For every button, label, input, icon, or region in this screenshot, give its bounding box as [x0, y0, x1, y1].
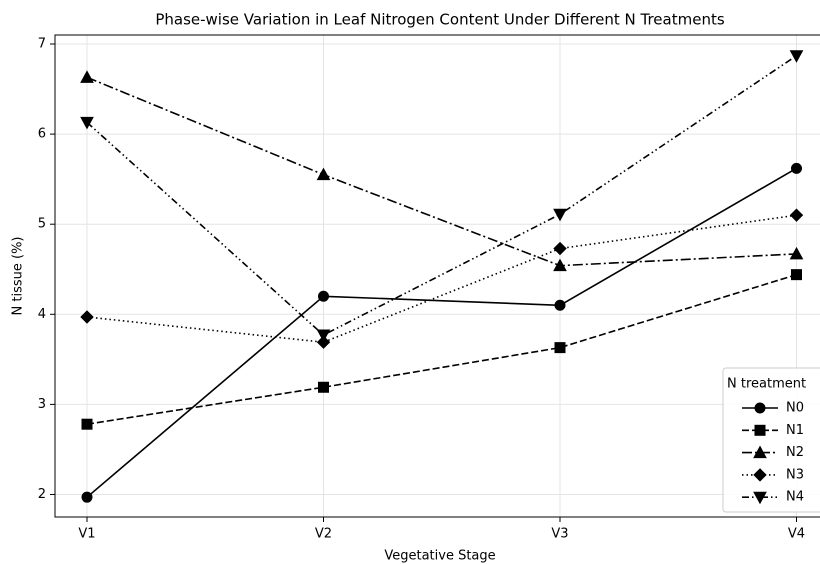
legend-title: N treatment [727, 377, 806, 392]
marker [316, 167, 331, 181]
marker [753, 491, 767, 505]
legend-label: N0 [786, 401, 804, 416]
marker [81, 418, 93, 430]
marker [316, 335, 331, 349]
marker [789, 208, 804, 222]
marker [753, 445, 767, 459]
y-tick-label: 6 [38, 127, 46, 142]
marker [318, 381, 329, 393]
x-tick-label: V4 [788, 527, 805, 542]
marker [318, 290, 329, 302]
marker [553, 258, 567, 272]
marker [81, 491, 93, 503]
marker [789, 246, 804, 260]
x-tick-label: V1 [78, 527, 95, 542]
marker [80, 310, 94, 324]
legend-label: N1 [786, 423, 804, 438]
legend-label: N3 [786, 467, 804, 482]
y-tick-label: 3 [38, 397, 46, 412]
legend-label: N4 [786, 490, 804, 505]
legend-box [722, 367, 820, 513]
y-tick-label: 2 [38, 487, 46, 502]
marker [754, 402, 766, 414]
legend: N treatment N0 N1 N2 N3 N4 [722, 367, 820, 513]
series-line [86, 167, 797, 498]
series-line [86, 76, 797, 267]
marker [754, 424, 766, 436]
x-tick-label: V3 [551, 527, 568, 542]
marker [789, 50, 804, 63]
series-line [86, 214, 797, 344]
plot-frame [54, 34, 820, 518]
y-tick-label: 7 [38, 37, 46, 52]
marker [553, 208, 567, 222]
chart-title: Phase-wise Variation in Leaf Nitrogen Co… [155, 11, 724, 29]
x-tick-label: V2 [315, 527, 332, 542]
x-axis-label: Vegetative Stage [384, 549, 495, 564]
marker [553, 241, 567, 256]
y-tick-label: 4 [38, 307, 46, 322]
legend-label: N2 [786, 445, 804, 460]
y-axis-label: N tissue (%) [11, 237, 26, 316]
marker [554, 299, 566, 311]
marker [316, 329, 331, 343]
marker [80, 116, 94, 130]
marker [791, 162, 802, 174]
marker [791, 269, 802, 281]
series-line [86, 55, 797, 336]
marker [753, 468, 767, 482]
marker [554, 342, 566, 354]
y-tick-label: 5 [38, 217, 46, 232]
series-line [86, 273, 797, 425]
marker [80, 70, 94, 83]
